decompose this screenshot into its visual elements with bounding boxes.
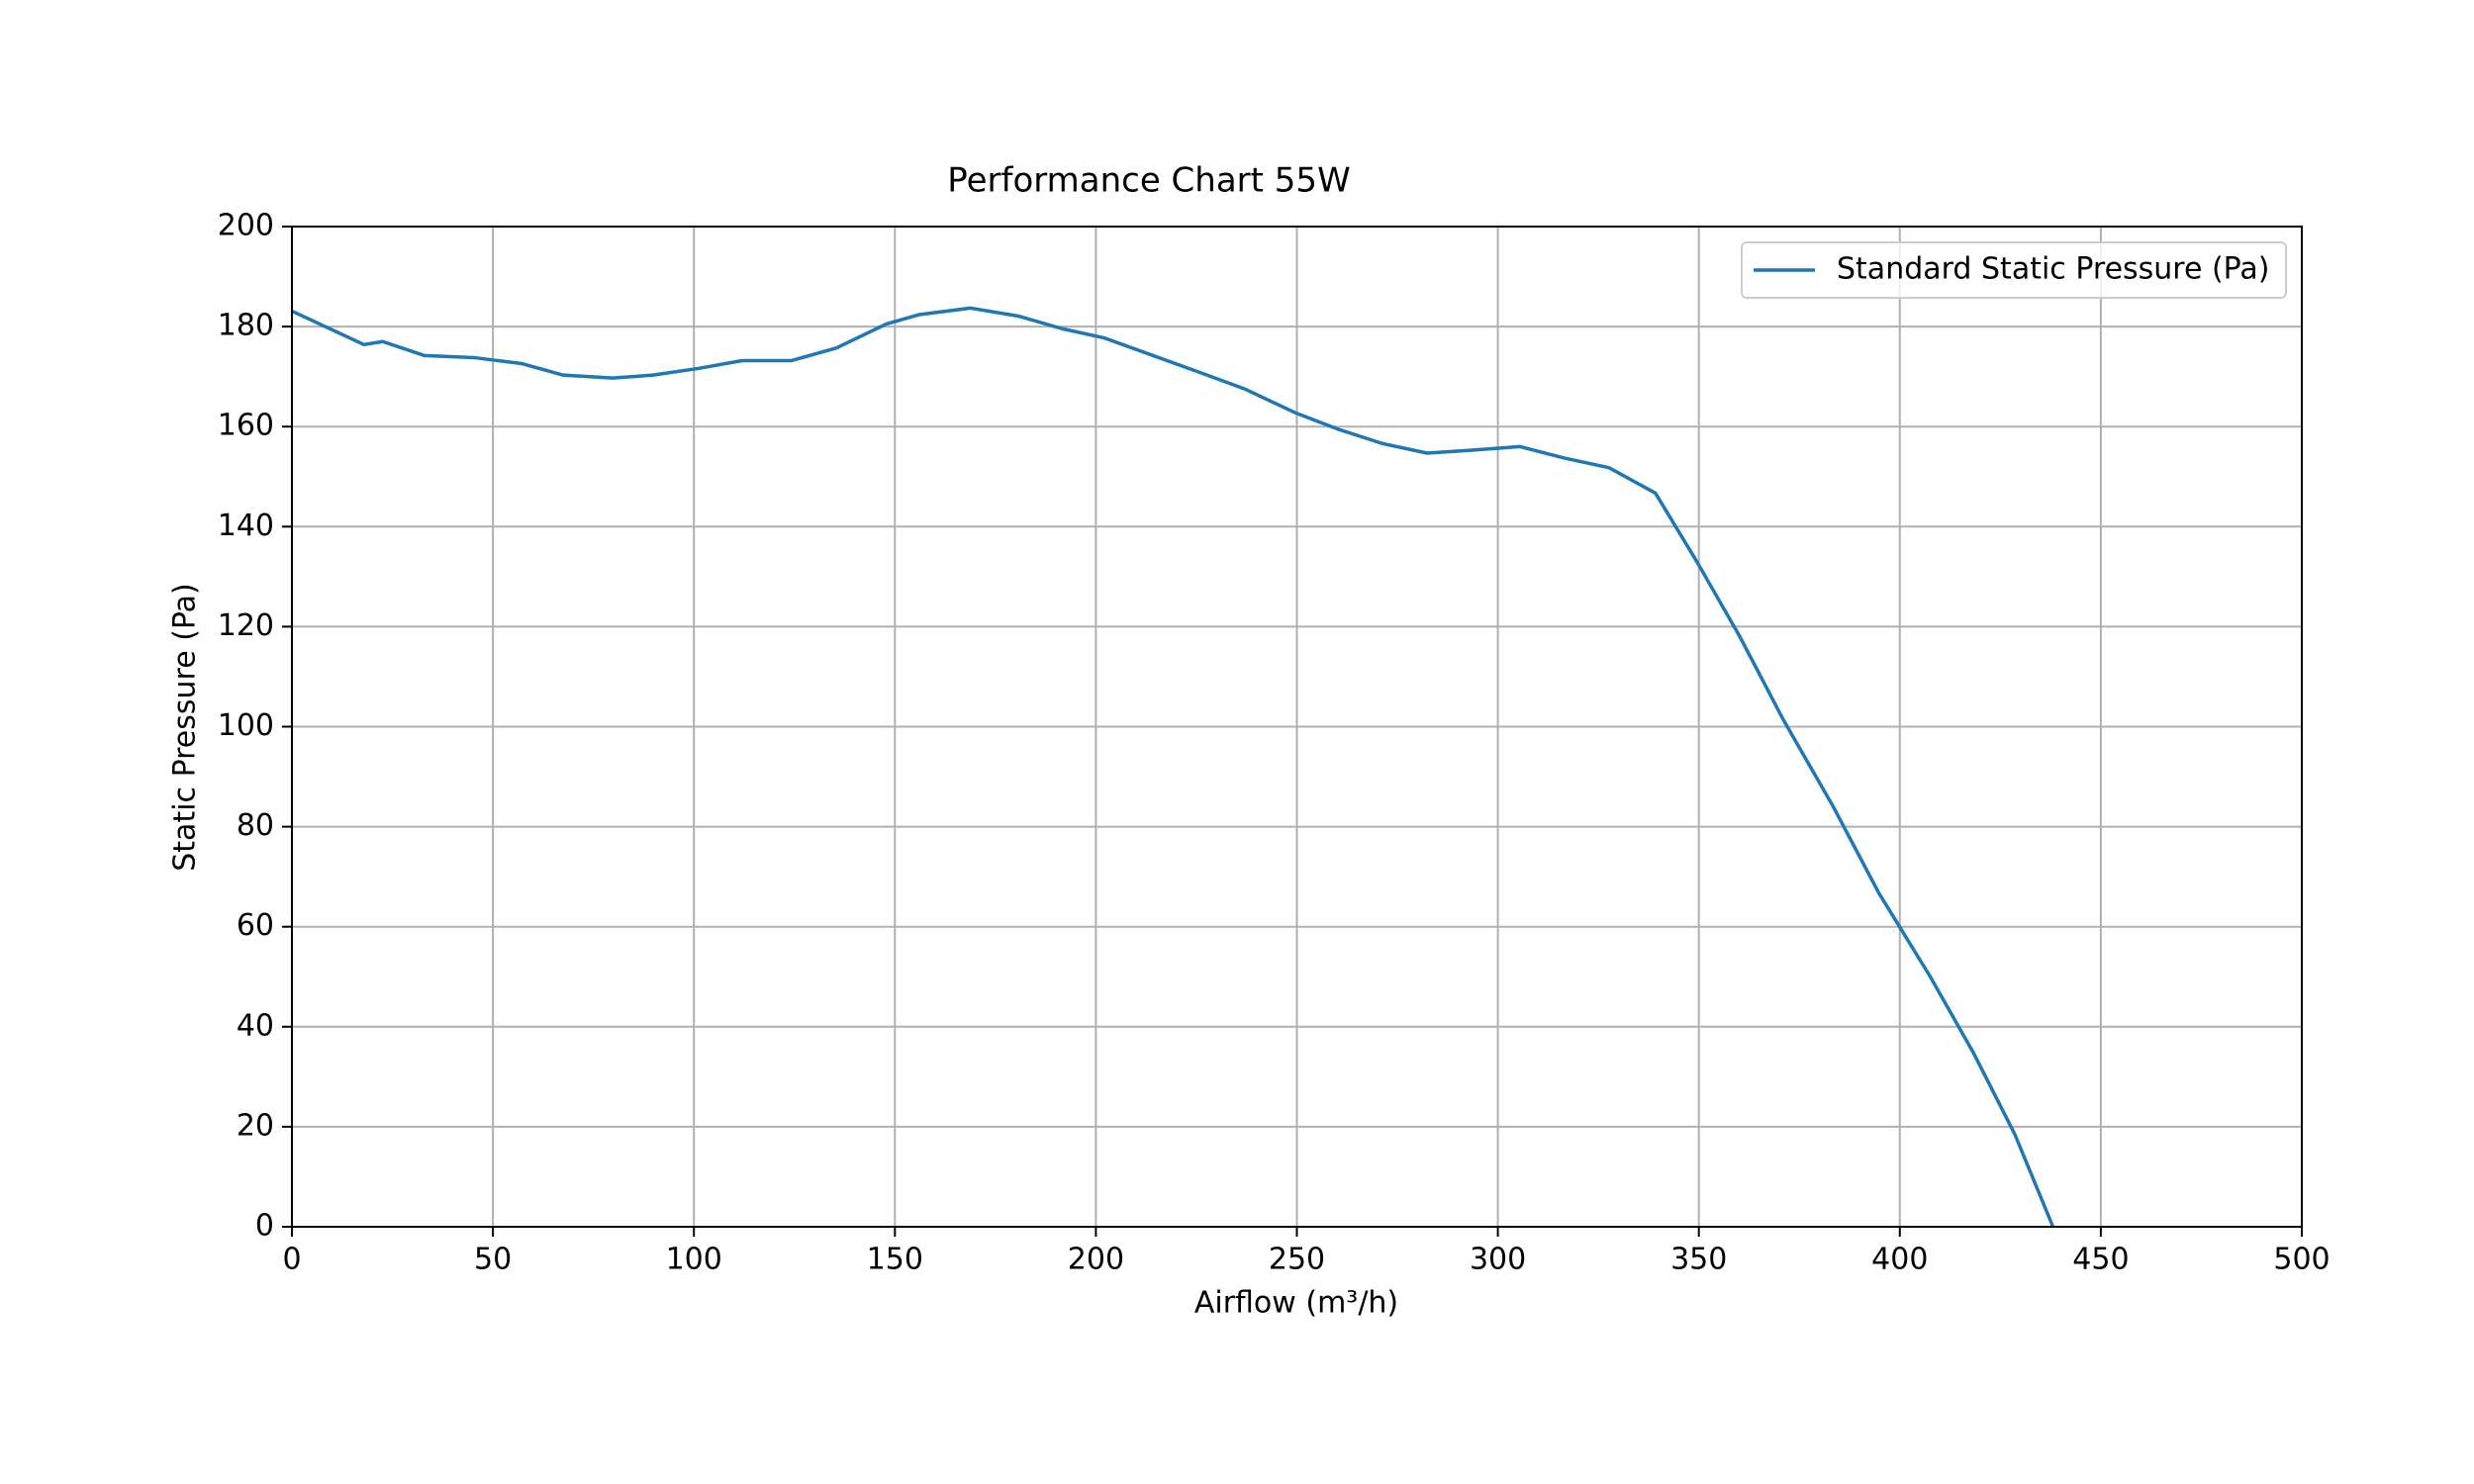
y-tick-label: 160 <box>218 409 274 443</box>
y-tick-label: 20 <box>237 1108 274 1143</box>
x-tick-label: 300 <box>1470 1243 1526 1277</box>
y-tick-label: 80 <box>237 808 274 843</box>
x-tick-label: 150 <box>867 1243 923 1277</box>
y-tick-label: 60 <box>237 908 274 943</box>
y-tick-label: 0 <box>255 1209 274 1244</box>
y-tick-label: 180 <box>218 309 274 343</box>
x-tick-label: 400 <box>1871 1243 1928 1277</box>
plot-frame <box>291 226 2303 1228</box>
x-tick-label: 50 <box>474 1243 512 1277</box>
y-tick-label: 140 <box>218 509 274 543</box>
x-axis-label: Airflow (m³/h) <box>1194 1286 1398 1321</box>
x-tick-label: 450 <box>2072 1243 2129 1277</box>
x-tick-label: 250 <box>1269 1243 1325 1277</box>
y-tick-label: 40 <box>237 1008 274 1043</box>
y-tick-label: 100 <box>218 708 274 743</box>
chart-title: Performance Chart 55W <box>947 161 1350 201</box>
legend: Standard Static Pressure (Pa) <box>1741 241 2287 299</box>
x-tick-label: 350 <box>1670 1243 1727 1277</box>
x-tick-label: 0 <box>282 1243 301 1277</box>
data-line <box>291 306 2055 1228</box>
y-tick-label: 200 <box>218 209 274 243</box>
legend-box <box>1741 241 2287 299</box>
legend-label: Standard Static Pressure (Pa) <box>1837 252 2270 287</box>
x-tick-label: 500 <box>2273 1243 2330 1277</box>
x-tick-label: 200 <box>1068 1243 1124 1277</box>
y-tick-label: 120 <box>218 608 274 643</box>
y-axis-label: Static Pressure (Pa) <box>168 583 203 872</box>
x-tick-label: 100 <box>666 1243 722 1277</box>
